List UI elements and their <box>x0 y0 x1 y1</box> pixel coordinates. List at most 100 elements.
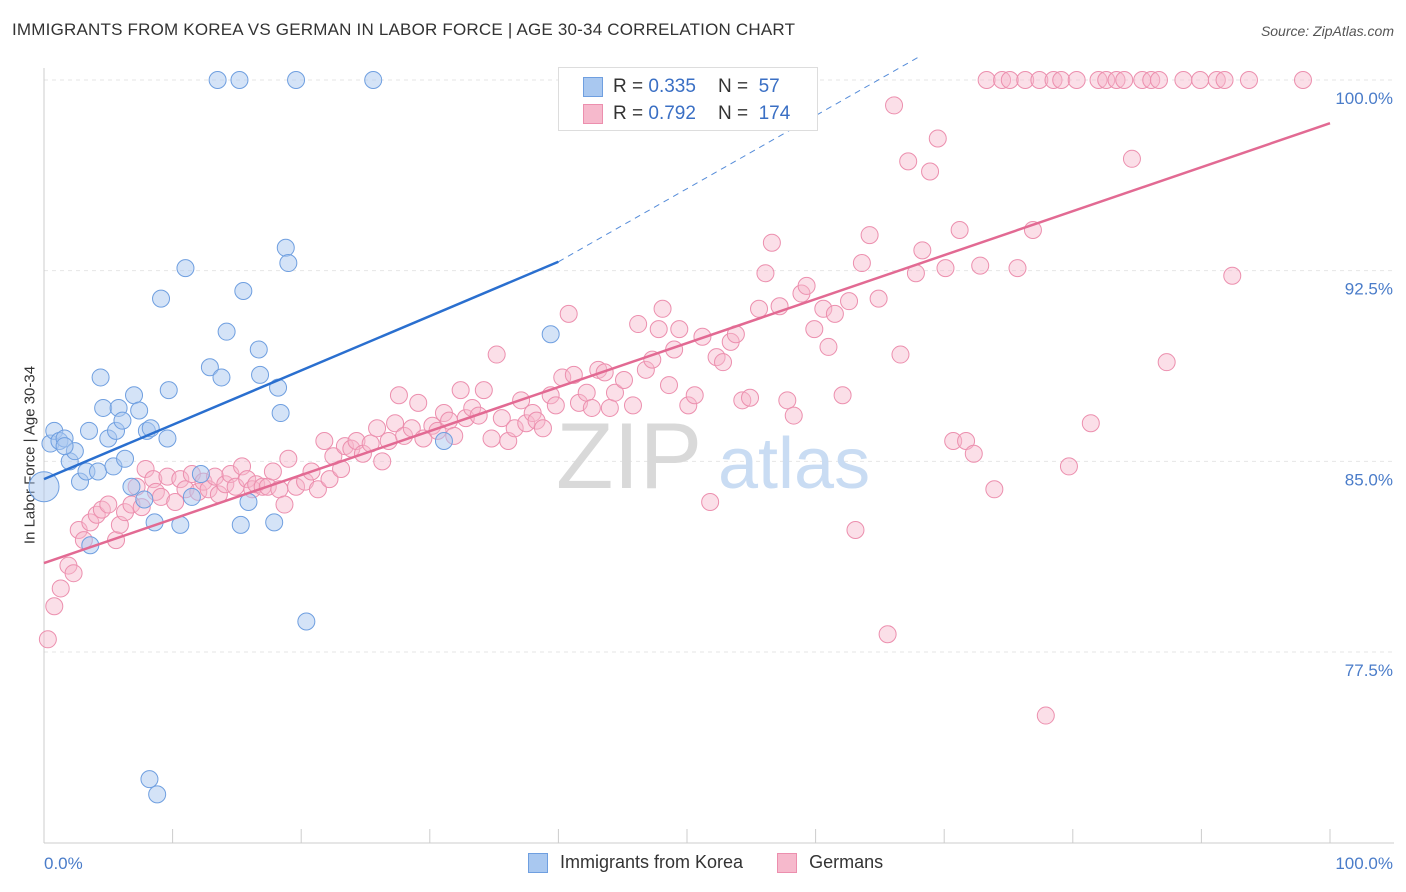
korea-swatch <box>583 77 603 97</box>
german-legend-label: Germans <box>809 852 884 872</box>
german-point <box>51 579 70 598</box>
german-point <box>653 299 672 318</box>
german-point <box>913 241 932 260</box>
german-point <box>701 493 720 512</box>
german-point <box>600 398 619 417</box>
korea-point <box>217 322 236 341</box>
german-point <box>784 406 803 425</box>
german-point <box>386 414 405 433</box>
korea-point <box>130 401 149 420</box>
german-point <box>487 345 506 364</box>
german-point <box>805 320 824 339</box>
german-point <box>1174 71 1193 89</box>
german-point <box>928 129 947 148</box>
watermark-zip: ZIP <box>556 403 702 508</box>
korea-point <box>91 368 110 387</box>
korea-points <box>28 71 560 804</box>
german-point <box>1239 71 1258 89</box>
korea-point <box>140 770 159 789</box>
german-point <box>527 411 546 430</box>
korea-point <box>208 71 227 89</box>
korea-point <box>176 259 195 278</box>
german-point <box>921 162 940 181</box>
german-point <box>649 320 668 339</box>
german-point <box>308 480 327 499</box>
korea-point <box>182 487 201 506</box>
trend-lines <box>43 56 1331 565</box>
german-point <box>985 480 1004 499</box>
german-point <box>1030 71 1049 89</box>
german-point <box>1142 71 1161 89</box>
german-point <box>1089 71 1108 89</box>
korea-point <box>191 465 210 484</box>
german-point <box>1044 71 1063 89</box>
german-r-value: 0.792 <box>648 103 696 124</box>
korea-point <box>230 71 249 89</box>
german-point <box>1067 71 1086 89</box>
korea-point <box>231 515 250 534</box>
axes <box>43 68 1394 844</box>
korea-point <box>541 325 560 344</box>
y-tick-label: 100.0% <box>1335 89 1393 108</box>
series-legend: Immigrants from Korea Germans <box>528 852 917 873</box>
german-point <box>814 299 833 318</box>
korea-r-label: R = <box>613 76 644 97</box>
korea-point <box>116 449 135 468</box>
german-point <box>166 493 185 512</box>
german-point <box>1215 71 1234 89</box>
german-point <box>623 396 642 415</box>
german-point <box>659 376 678 395</box>
german-point <box>846 520 865 539</box>
german-point <box>546 396 565 415</box>
german-point <box>878 625 897 644</box>
german-swatch <box>583 104 603 124</box>
german-point <box>993 71 1012 89</box>
german-point <box>171 470 190 489</box>
german-point <box>977 71 996 89</box>
german-point <box>819 337 838 356</box>
korea-point <box>287 71 306 89</box>
german-point <box>492 409 511 428</box>
german-legend-swatch <box>777 852 798 873</box>
german-point <box>1008 259 1027 278</box>
german-point <box>825 304 844 323</box>
korea-point <box>249 340 268 359</box>
korea-point <box>297 612 316 631</box>
german-point <box>1059 457 1078 476</box>
german-point <box>87 505 106 524</box>
y-tick-label: 92.5% <box>1345 280 1393 299</box>
german-point <box>373 452 392 471</box>
german-point <box>517 414 536 433</box>
korea-legend-swatch <box>528 852 548 873</box>
korea-point <box>80 421 99 440</box>
german-point <box>99 495 118 514</box>
german-point <box>582 398 601 417</box>
korea-point <box>200 358 219 377</box>
german-point <box>629 315 648 334</box>
german-point <box>840 292 859 311</box>
korea-trend-line <box>43 260 559 481</box>
german-point <box>860 226 879 245</box>
german-point <box>116 503 135 522</box>
german-point <box>1207 71 1226 89</box>
korea-point <box>212 368 231 387</box>
german-n-value: 174 <box>758 103 791 124</box>
korea-point <box>276 238 295 257</box>
german-point <box>81 513 100 532</box>
correlation-legend: R = 0.335 N = 57 R = 0.792 N = 174 <box>558 67 818 131</box>
korea-point <box>113 411 132 430</box>
german-point <box>944 431 963 450</box>
german-point <box>852 254 871 273</box>
german-point <box>950 220 969 239</box>
german-point <box>614 370 633 389</box>
german-n-label: N = <box>717 103 749 124</box>
german-point <box>714 353 733 372</box>
german-point <box>869 289 888 308</box>
german-point <box>679 396 698 415</box>
german-point <box>451 381 470 400</box>
german-point <box>287 477 306 496</box>
german-point <box>1191 71 1210 89</box>
german-point <box>741 388 760 407</box>
korea-point <box>94 398 113 417</box>
korea-point <box>234 282 253 301</box>
